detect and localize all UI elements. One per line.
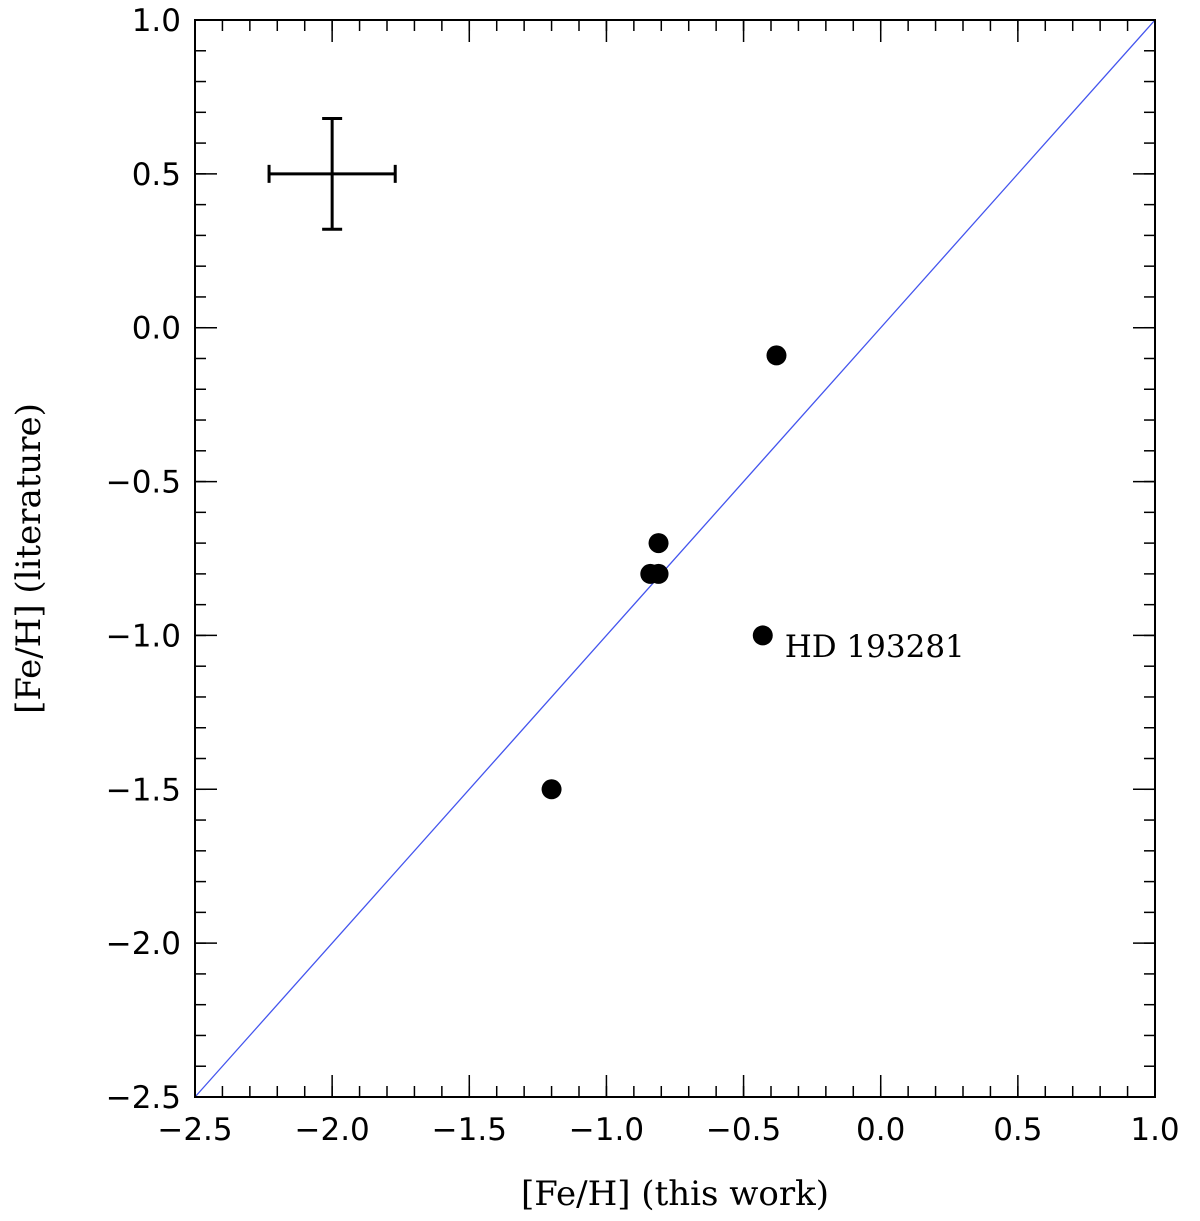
data-point bbox=[648, 533, 669, 554]
x-tick-label: −0.5 bbox=[706, 1112, 781, 1148]
data-points bbox=[541, 345, 787, 800]
reference-line-group bbox=[194, 19, 1156, 1098]
x-tick-label: −1.0 bbox=[569, 1112, 644, 1148]
data-point bbox=[752, 625, 773, 646]
y-tick-label: −1.5 bbox=[106, 772, 181, 808]
y-tick-label: −0.5 bbox=[106, 465, 181, 501]
y-tick-label: 0.5 bbox=[132, 157, 181, 193]
x-tick-label: 1.0 bbox=[1130, 1112, 1179, 1148]
y-tick-labels: −2.5 −2.0 −1.5 −1.0 −0.5 0.0 0.5 1.0 bbox=[106, 3, 181, 1116]
y-axis-label: [Fe/H] (literature) bbox=[9, 403, 49, 714]
y-tick-label: −1.0 bbox=[106, 618, 181, 654]
plot-frame bbox=[194, 19, 1156, 1098]
x-tick-label: 0.0 bbox=[856, 1112, 905, 1148]
annotations: HD 193281 bbox=[785, 629, 965, 665]
y-tick-label: −2.5 bbox=[106, 1080, 181, 1116]
x-tick-label: −1.5 bbox=[432, 1112, 507, 1148]
x-tick-label: −2.0 bbox=[295, 1112, 370, 1148]
data-point bbox=[541, 779, 562, 800]
one-to-one-line bbox=[194, 19, 1156, 1098]
data-point bbox=[766, 345, 787, 366]
y-tick-label: −2.0 bbox=[106, 926, 181, 962]
point-annotation: HD 193281 bbox=[785, 629, 965, 665]
x-tick-labels: −2.5 −2.0 −1.5 −1.0 −0.5 0.0 0.5 1.0 bbox=[157, 1112, 1179, 1148]
data-point bbox=[648, 563, 669, 584]
y-tick-label: 1.0 bbox=[132, 3, 181, 39]
x-axis-label: [Fe/H] (this work) bbox=[521, 1174, 829, 1214]
error-bar-group bbox=[267, 116, 397, 231]
x-tick-label: −2.5 bbox=[157, 1112, 232, 1148]
y-tick-label: 0.0 bbox=[132, 311, 181, 347]
x-tick-label: 0.5 bbox=[993, 1112, 1042, 1148]
